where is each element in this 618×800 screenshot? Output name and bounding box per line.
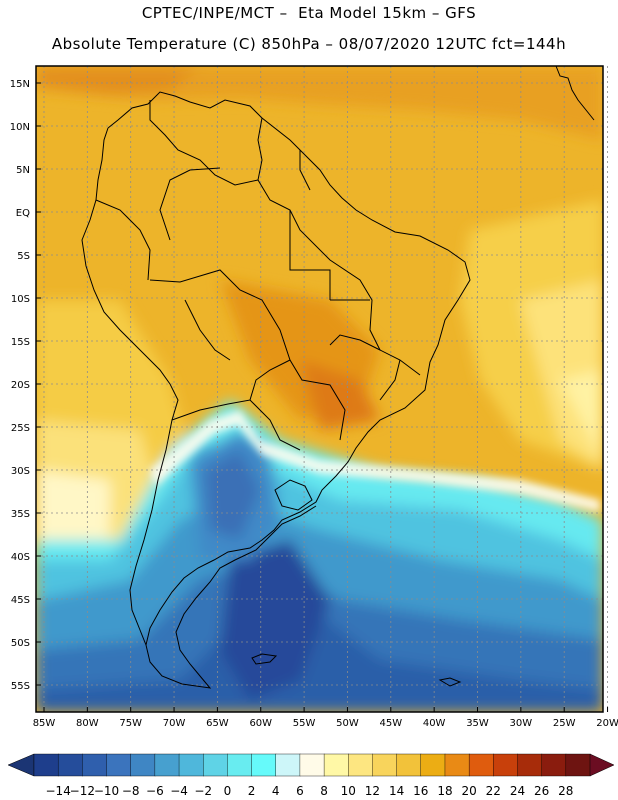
colorbar	[7, 753, 615, 777]
colorbar-label: 12	[365, 784, 380, 798]
colorbar-swatch	[541, 753, 567, 777]
colorbar-swatch	[468, 753, 494, 777]
lat-label: 30S	[11, 466, 30, 477]
colorbar-label: 22	[486, 784, 501, 798]
lat-label: 5N	[16, 165, 30, 176]
colorbar-swatch	[517, 753, 543, 777]
colorbar-label: −14	[46, 784, 71, 798]
colorbar-label: 2	[248, 784, 256, 798]
lon-label: 45W	[379, 718, 402, 729]
lon-label: 20W	[596, 718, 618, 729]
lat-label: 25S	[11, 423, 30, 434]
colorbar-swatch	[203, 753, 228, 777]
colorbar-swatch	[348, 753, 373, 777]
lon-label: 75W	[119, 718, 142, 729]
lat-label: 40S	[11, 552, 30, 563]
coastlines	[81, 65, 595, 689]
lat-label: EQ	[16, 208, 30, 219]
colorbar-label: 28	[558, 784, 573, 798]
colorbar-swatch	[420, 753, 446, 777]
colorbar-swatch	[227, 753, 253, 777]
colorbar-label: 20	[461, 784, 476, 798]
lat-label: 10N	[10, 122, 30, 133]
colorbar-label: 16	[413, 784, 428, 798]
lat-label: 10S	[11, 294, 30, 305]
temperature-field	[36, 66, 603, 712]
chart-title-line1: CPTEC/INPE/MCT – Eta Model 15km – GFS	[141, 4, 477, 22]
lon-label: 65W	[206, 718, 229, 729]
longitude-labels: 85W 80W 75W 70W 65W 60W 55W 50W 45W 40W 35W 30W 25W 2…	[33, 707, 618, 729]
colorbar-swatch	[372, 753, 398, 777]
colorbar-label: −2	[194, 784, 212, 798]
colorbar-swatch	[299, 753, 325, 777]
lon-label: 60W	[249, 718, 272, 729]
colorbar-swatch	[57, 753, 83, 777]
colorbar-swatch	[275, 753, 301, 777]
colorbar-swatch	[444, 753, 470, 777]
colorbar-label: −12	[70, 784, 95, 798]
lon-label: 80W	[76, 718, 99, 729]
lat-label: 15N	[10, 79, 30, 90]
colorbar-label: 14	[389, 784, 404, 798]
chart-title-line2: Absolute Temperature (C) 850hPa – 08/07/…	[51, 35, 567, 53]
map-frame	[35, 65, 604, 713]
colorbar-swatch	[154, 753, 180, 777]
colorbar-label: 8	[320, 784, 328, 798]
colorbar-label: 0	[224, 784, 232, 798]
colorbar-swatch	[130, 753, 156, 777]
colorbar-arrow-right	[589, 753, 615, 777]
latitude-labels: 15N 10N 5N EQ 5S 10S 15S 20S 25S 30S 35S 40S 45S 50S 5…	[10, 79, 41, 692]
lat-label: 20S	[11, 380, 30, 391]
colorbar-label: 26	[534, 784, 549, 798]
colorbar-swatch	[251, 753, 277, 777]
lon-label: 50W	[336, 718, 359, 729]
colorbar-swatch	[33, 753, 59, 777]
lon-label: 70W	[163, 718, 186, 729]
colorbar-label: 4	[272, 784, 280, 798]
colorbar-swatch	[493, 753, 518, 777]
colorbar-label: 6	[296, 784, 304, 798]
lat-label: 45S	[11, 595, 30, 606]
colorbar-label: −10	[94, 784, 119, 798]
colorbar-label: −6	[146, 784, 164, 798]
colorbar-swatch	[106, 753, 132, 777]
colorbar-swatch	[82, 753, 108, 777]
lat-label: 35S	[11, 509, 30, 520]
lat-label: 5S	[17, 251, 30, 262]
lon-label: 40W	[423, 718, 446, 729]
colorbar-label: −8	[122, 784, 140, 798]
lon-label: 35W	[466, 718, 489, 729]
colorbar-label: −4	[170, 784, 188, 798]
lon-label: 30W	[510, 718, 533, 729]
colorbar-swatch	[396, 753, 422, 777]
colorbar-label: 18	[437, 784, 452, 798]
lat-label: 50S	[11, 638, 30, 649]
lon-label: 25W	[553, 718, 576, 729]
lat-label: 15S	[11, 337, 30, 348]
colorbar-label: 10	[341, 784, 356, 798]
colorbar-swatch	[178, 753, 204, 777]
lon-label: 55W	[293, 718, 316, 729]
lat-label: 55S	[11, 681, 30, 692]
colorbar-arrow-left	[7, 753, 35, 777]
colorbar-swatch	[565, 753, 591, 777]
colorbar-swatch	[323, 753, 349, 777]
colorbar-label: 24	[510, 784, 525, 798]
colorbar-labels: −14−12−10 −8 −6 −4 −2 0 2 4 6 8 10 12 14 16 18 20 22 24 26…	[46, 784, 574, 798]
lon-label: 85W	[33, 718, 56, 729]
